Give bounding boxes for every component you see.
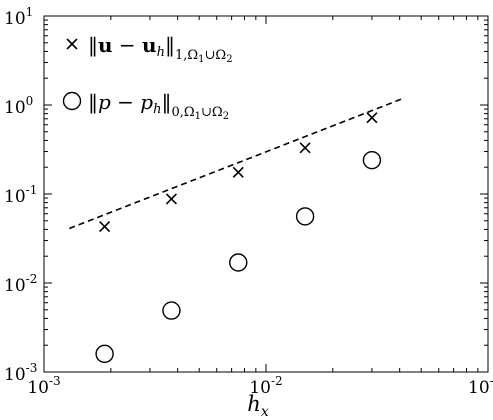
legend-label-pressure-error: ‖p − ph‖0,Ω1∪Ω2: [88, 90, 229, 122]
y-tick-label: 100: [4, 94, 33, 118]
y-tick-exponent: 1: [26, 5, 34, 19]
x-tick-exponent: -2: [271, 374, 283, 388]
y-tick-label: 10-2: [4, 272, 37, 296]
x-axis-label: hx: [247, 392, 269, 420]
legend-marker-cross: [66, 38, 78, 50]
cross-stroke: [165, 193, 178, 205]
y-tick-label: 10-3: [4, 361, 37, 385]
data-point-cross: [299, 142, 311, 154]
y-tick-base: 10: [4, 187, 26, 207]
x-tick-base: 10: [249, 378, 271, 398]
plot-area: [43, 15, 489, 373]
cross-stroke: [99, 221, 111, 233]
x-tick-base: 10: [468, 378, 490, 398]
data-point-circle: [229, 253, 248, 272]
cross-stroke: [232, 166, 244, 178]
legend-label-velocity-error: ‖u − uh‖1,Ω1∪Ω2: [88, 33, 233, 65]
data-point-circle: [95, 344, 114, 364]
data-point-cross: [99, 221, 111, 233]
x-tick-exponent: -: [490, 374, 493, 388]
legend: ‖u − uh‖1,Ω1∪Ω2 ‖p − ph‖0,Ω1∪Ω2: [62, 33, 233, 122]
y-tick-exponent: -1: [26, 183, 38, 197]
legend-marker-circle: [62, 91, 82, 111]
x-tick-base: 10: [27, 378, 49, 398]
data-marks: [69, 97, 405, 364]
x-tick-label: 10-2: [249, 374, 282, 398]
cross-stroke: [299, 142, 311, 154]
y-tick-label: 101: [4, 5, 33, 29]
data-point-cross: [232, 166, 244, 178]
x-tick-label: 10-3: [27, 374, 60, 398]
data-point-cross: [366, 112, 378, 124]
x-tick-labels: 10-310-210-: [27, 374, 493, 398]
y-tick-base: 10: [4, 9, 26, 29]
cross-stroke: [366, 112, 378, 124]
y-tick-exponent: -3: [26, 361, 38, 375]
axis-ticks: [43, 15, 489, 373]
data-point-circle: [362, 150, 382, 170]
y-tick-base: 10: [4, 365, 26, 385]
data-point-cross: [165, 193, 178, 205]
y-tick-exponent: 0: [26, 94, 34, 108]
x-tick-label: 10-: [468, 374, 493, 398]
data-point-circle: [162, 301, 181, 320]
y-tick-exponent: -2: [26, 272, 38, 286]
y-tick-label: 10-1: [4, 183, 37, 207]
y-tick-base: 10: [4, 98, 26, 118]
x-tick-exponent: -3: [49, 374, 61, 388]
y-tick-base: 10: [4, 276, 26, 296]
data-point-circle: [295, 207, 315, 226]
